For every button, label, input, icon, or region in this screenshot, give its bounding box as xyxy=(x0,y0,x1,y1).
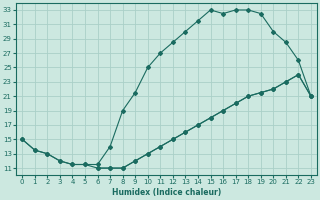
X-axis label: Humidex (Indice chaleur): Humidex (Indice chaleur) xyxy=(112,188,221,197)
